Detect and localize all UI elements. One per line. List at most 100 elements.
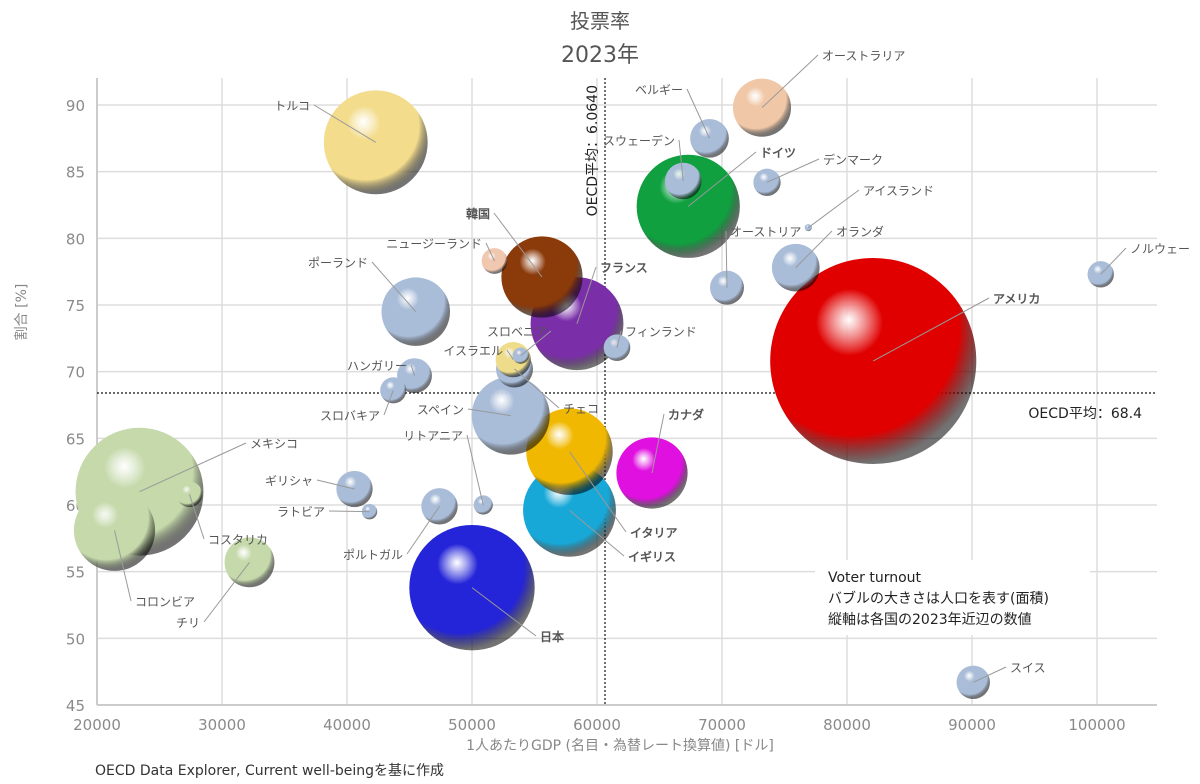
leader-line	[316, 479, 355, 490]
x-tick-label: 60000	[573, 716, 621, 734]
y-tick-label: 45	[66, 697, 85, 715]
leader-line	[873, 297, 990, 362]
leader-line	[514, 368, 560, 409]
bubble-label: ラトビア	[277, 505, 325, 519]
x-tick-label: 50000	[448, 716, 496, 734]
bubble	[616, 437, 688, 509]
bubble-label: デンマーク	[823, 152, 883, 167]
bubble-label: スロベニア	[487, 325, 547, 339]
x-tick-label: 90000	[948, 716, 996, 734]
leader-line	[471, 587, 537, 637]
leader-line	[189, 494, 205, 540]
bubble-label: スロバキア	[320, 409, 380, 423]
bubble-label: カナダ	[668, 407, 704, 422]
leader-line	[651, 413, 665, 474]
chart-title: 投票率	[570, 9, 630, 33]
leader-line	[313, 104, 377, 143]
leader-line	[973, 666, 1007, 683]
bubble-label: アメリカ	[993, 292, 1040, 306]
leader-line	[520, 330, 552, 357]
leader-line	[576, 266, 597, 324]
x-tick-label: 70000	[698, 716, 746, 734]
bubble-label: コスタリカ	[208, 533, 268, 547]
leader-line	[406, 506, 440, 555]
chart-subtitle: 2023年	[561, 43, 639, 68]
oecd-average-lines	[97, 78, 1157, 705]
x-tick-label: 80000	[823, 716, 871, 734]
bubble-label: ニュージーランド	[386, 237, 482, 251]
leader-line	[371, 261, 417, 312]
bubble-label: オランダ	[836, 224, 884, 239]
bubble-label: メキシコ	[250, 437, 298, 451]
y-tick-label: 55	[66, 564, 85, 582]
bubble-label: ギリシャ	[265, 474, 313, 488]
oecd-avg-x-label: OECD平均：6.0640	[585, 85, 601, 216]
leader-line	[761, 54, 819, 109]
bubble-label: フィンランド	[625, 325, 697, 339]
bubble-label: スウェーデン	[603, 133, 675, 148]
note-line-1: Voter turnout	[828, 570, 922, 586]
leader-line	[493, 212, 543, 278]
leader-line	[139, 442, 247, 493]
bubble-label: 日本	[540, 629, 564, 644]
bubble-label: イスラエル	[443, 344, 503, 358]
y-tick-label: 85	[66, 164, 85, 182]
bubble-label: スイス	[1010, 661, 1046, 675]
leader-line	[569, 509, 625, 557]
bubble-label: アイスランド	[863, 184, 934, 198]
bubble-label: ベルギー	[635, 83, 683, 97]
bubble-label: スペイン	[417, 403, 464, 417]
leader-line	[569, 451, 627, 533]
bubble-label: ドイツ	[760, 146, 796, 160]
leader-line	[686, 88, 710, 139]
y-tick-label: 90	[66, 97, 85, 115]
y-tick-label: 65	[66, 430, 85, 448]
bubble	[409, 524, 535, 651]
bubble-label: ポーランド	[308, 256, 368, 270]
leader-line	[328, 510, 370, 513]
bubble-label: 韓国	[466, 206, 490, 221]
bubble-label: オーストラリア	[822, 49, 905, 63]
bubble-label: ノルウェー	[1130, 242, 1190, 256]
bubble-label: チェコ	[563, 402, 599, 416]
bubble-label: フランス	[600, 261, 648, 275]
legend-note: Voter turnout バブルの大きさは人口を表す(面積) 縦軸は各国の20…	[815, 560, 1090, 635]
leader-line	[203, 562, 250, 623]
bubble-label: トルコ	[274, 99, 310, 113]
note-line-2: バブルの大きさは人口を表す(面積)	[828, 590, 1049, 607]
leader-line	[678, 139, 684, 182]
bubble-label: ハンガリー	[347, 359, 407, 373]
y-tick-label: 80	[66, 230, 85, 248]
bubble-label: リトアニア	[403, 429, 463, 443]
leader-line	[725, 230, 728, 288]
bubble	[753, 168, 781, 197]
leader-line	[383, 390, 394, 416]
leader-line	[114, 530, 132, 602]
x-tick-label: 30000	[198, 716, 246, 734]
bubble	[603, 334, 631, 361]
bubble-label: チリ	[176, 616, 200, 630]
note-line-3: 縦軸は各国の2023年近辺の数値	[828, 612, 1032, 628]
leader-line	[766, 158, 820, 183]
y-axis-label: 割合 [%]	[13, 284, 30, 341]
x-tick-labels: 20000 30000 40000 50000 60000 70000 80000 90000…	[73, 716, 1125, 734]
leader-line	[807, 189, 860, 229]
x-tick-label: 40000	[323, 716, 371, 734]
y-tick-label: 50	[66, 630, 85, 648]
bubble-label: イギリス	[628, 549, 676, 564]
bubble-label: コロンビア	[135, 595, 195, 609]
oecd-avg-y-label: OECD平均：68.4	[1028, 406, 1142, 422]
leader-line	[616, 330, 622, 348]
y-tick-label: 70	[66, 364, 85, 382]
leader-line	[687, 151, 757, 207]
leader-line	[466, 434, 484, 506]
leader-line	[1100, 247, 1127, 275]
bubble	[380, 377, 407, 404]
x-axis-label: 1人あたりGDP (名目・為替レート換算値) [ドル]	[466, 738, 774, 754]
bubble-label: オーストリア	[730, 225, 801, 239]
x-tick-label: 20000	[73, 716, 121, 734]
bubble-label: イタリア	[630, 526, 678, 540]
